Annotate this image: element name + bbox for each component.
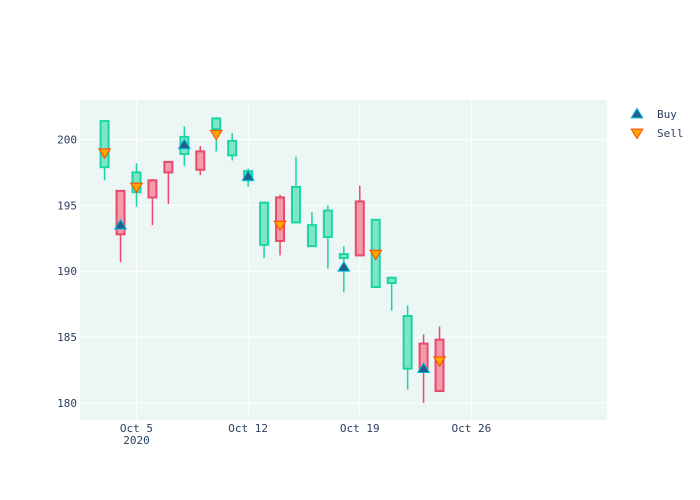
candle-body	[99, 120, 110, 169]
candle-body	[386, 276, 397, 285]
legend-item-buy[interactable]: Buy	[630, 107, 677, 121]
candle-increasing	[386, 276, 397, 311]
candle-increasing	[259, 201, 270, 259]
buy-marker	[177, 138, 192, 150]
candle-body	[259, 201, 270, 246]
candle-decreasing	[195, 146, 206, 176]
legend-label: Buy	[657, 108, 677, 121]
candle-body	[163, 160, 174, 174]
candle-increasing	[322, 205, 333, 269]
x-tick-year-label: 2020	[123, 434, 150, 447]
candle-body	[322, 209, 333, 238]
candle-body	[402, 314, 413, 370]
y-tick-label: 200	[57, 134, 77, 147]
buy-marker	[337, 260, 351, 272]
sell-marker	[97, 148, 112, 160]
buy-marker	[416, 362, 431, 373]
candle-body	[195, 150, 206, 171]
sell-marker	[129, 182, 144, 194]
signal-marker-layer	[97, 129, 447, 373]
y-tick-label: 190	[57, 265, 77, 278]
candle-increasing	[306, 211, 317, 248]
buy-marker	[113, 218, 128, 230]
candle-decreasing	[275, 194, 286, 256]
x-tick-label: Oct 19	[340, 422, 380, 435]
sell-marker	[369, 249, 383, 261]
candle-body	[275, 196, 286, 242]
x-tick-label: Oct 26	[452, 422, 492, 435]
candle-body	[290, 185, 301, 224]
x-tick-label: Oct 12	[228, 422, 268, 435]
candle-body	[354, 200, 365, 257]
candle-body	[211, 117, 222, 130]
candle-increasing	[290, 156, 301, 224]
buy-marker	[241, 169, 255, 181]
legend-label: Sell	[657, 127, 684, 140]
legend-sell-icon	[630, 128, 644, 140]
candle-decreasing	[354, 185, 365, 257]
sell-marker	[273, 220, 287, 232]
candle-increasing	[402, 305, 413, 390]
candle-body	[115, 189, 126, 236]
x-tick-label: Oct 5	[120, 422, 153, 435]
y-tick-label: 185	[57, 331, 77, 344]
candle-decreasing	[115, 189, 126, 262]
y-tick-label: 195	[57, 199, 77, 212]
legend-buy-icon	[630, 107, 644, 119]
candle-increasing	[227, 132, 238, 161]
candle-body	[147, 179, 158, 199]
candle-body	[338, 253, 349, 260]
sell-marker	[432, 356, 447, 368]
legend: Buy Sell	[630, 107, 684, 140]
candle-body	[306, 224, 317, 248]
legend-item-sell[interactable]: Sell	[630, 127, 684, 140]
sell-marker	[209, 129, 223, 141]
candle-increasing	[99, 120, 110, 181]
candle-decreasing	[163, 160, 174, 205]
candle-decreasing	[147, 179, 158, 226]
candle-body	[227, 139, 238, 157]
y-tick-label: 180	[57, 397, 77, 410]
